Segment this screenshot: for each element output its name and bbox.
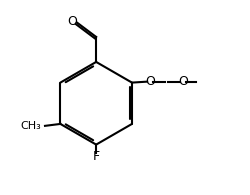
Text: O: O: [178, 75, 188, 88]
Text: F: F: [92, 150, 100, 163]
Text: CH₃: CH₃: [20, 121, 41, 131]
Text: O: O: [67, 15, 77, 28]
Text: O: O: [145, 75, 155, 88]
